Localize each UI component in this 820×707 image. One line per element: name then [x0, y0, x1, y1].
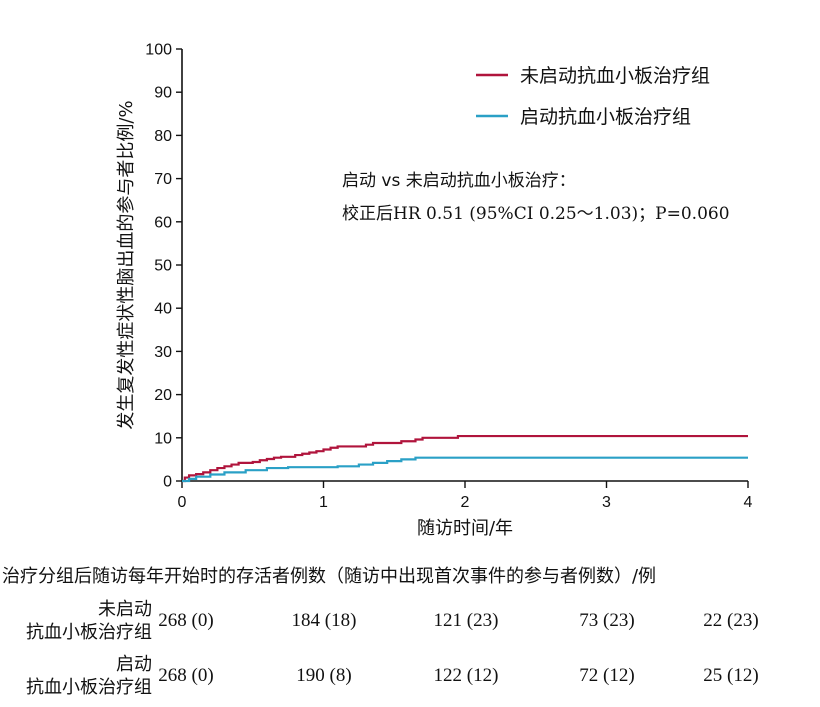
risk-table-title: 治疗分组后随访每年开始时的存活者例数（随访中出现首次事件的参与者例数）/例: [2, 566, 657, 587]
y-tick-label: 70: [154, 171, 172, 188]
risk-cell: 190 (8): [296, 665, 352, 686]
y-tick-label: 20: [154, 387, 172, 404]
risk-cell: 73 (23): [579, 610, 635, 631]
risk-row-label: 未启动 抗血小板治疗组: [26, 598, 152, 644]
annotation-line-2: 校正后HR 0.51 (95%CI 0.25～1.03)；P=0.060: [342, 204, 730, 224]
y-tick-label: 60: [154, 214, 172, 231]
axes: 0 10 20 30 40 50 60 70 80 90 100 0 1 2 3 4: [145, 42, 752, 512]
x-tick-label: 0: [178, 494, 187, 511]
y-axis-label: 发生复发性症状性脑出血的参与者比例/%: [116, 100, 137, 429]
x-tick-label: 3: [602, 494, 611, 511]
y-tick-label: 50: [154, 258, 172, 275]
risk-cell: 25 (12): [703, 665, 759, 686]
risk-row-label-line2: 抗血小板治疗组: [26, 622, 152, 643]
x-tick-label: 4: [744, 494, 753, 511]
y-tick-label: 0: [163, 474, 172, 491]
risk-cell: 184 (18): [291, 610, 357, 631]
series-layer: [182, 434, 748, 483]
risk-cell: 268 (0): [158, 610, 214, 631]
legend-label-1: 未启动抗血小板治疗组: [520, 65, 710, 87]
risk-row-label-line1: 启动: [116, 654, 152, 675]
risk-row-label-line1: 未启动: [98, 599, 152, 620]
risk-cell: 122 (12): [433, 665, 499, 686]
y-tick-label: 10: [154, 430, 172, 447]
risk-row-label: 启动 抗血小板治疗组: [26, 653, 152, 699]
x-tick-label: 1: [319, 494, 328, 511]
risk-cell: 121 (23): [433, 610, 499, 631]
y-tick-label: 90: [154, 85, 172, 102]
series-line-2: [182, 456, 748, 483]
risk-cell: 22 (23): [703, 610, 759, 631]
x-tick-label: 2: [461, 494, 470, 511]
legend-label-2: 启动抗血小板治疗组: [520, 106, 691, 128]
annotation-line-1: 启动 vs 未启动抗血小板治疗：: [342, 171, 576, 191]
risk-row-label-line2: 抗血小板治疗组: [26, 677, 152, 698]
x-axis-label: 随访时间/年: [417, 518, 513, 539]
y-tick-label: 80: [154, 128, 172, 145]
series-line-1: [182, 434, 748, 483]
y-tick-label: 40: [154, 301, 172, 318]
y-tick-label: 100: [145, 42, 172, 59]
y-tick-label: 30: [154, 344, 172, 361]
risk-cell: 268 (0): [158, 665, 214, 686]
risk-cell: 72 (12): [579, 665, 635, 686]
